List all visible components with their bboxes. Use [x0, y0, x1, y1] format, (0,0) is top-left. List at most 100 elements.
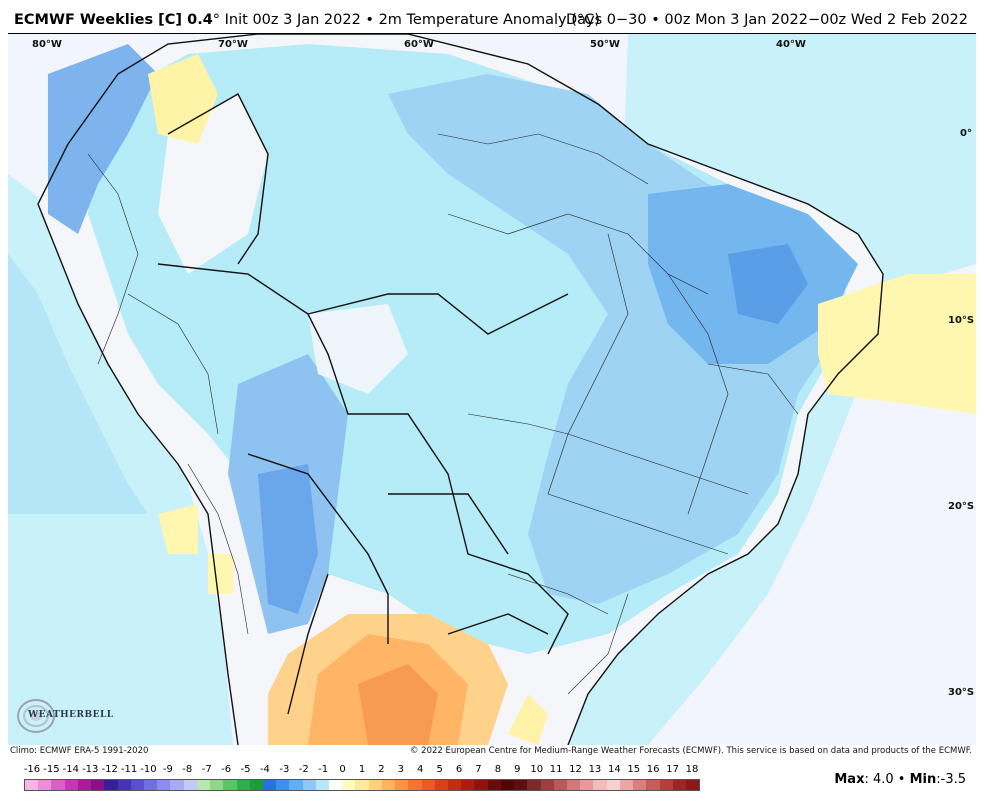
weatherbell-logo-icon	[17, 699, 55, 733]
colorbar-tick-label: 11	[549, 764, 563, 775]
colorbar-swatch	[236, 780, 250, 790]
colorbar-swatch	[408, 780, 422, 790]
warm-anomaly-pacific	[158, 504, 198, 554]
colorbar-swatch	[593, 780, 607, 790]
colorbar-ticks: -16 -15 -14 -13 -12 -11 -10 -9 -8 -7 -6 -5 -4 -3 -2 -1 0…	[24, 764, 700, 778]
colorbar-swatch	[64, 780, 78, 790]
lat-label-10s: 10°S	[948, 315, 974, 326]
header: ECMWF Weeklies [C] 0.4° Init 00z 3 Jan 2…	[0, 0, 984, 34]
header-divider	[8, 33, 976, 34]
colorbar-tick-label: -11	[120, 764, 138, 775]
colorbar-tick-label: 9	[514, 764, 521, 775]
warm-anomaly-chile	[208, 554, 233, 594]
anomaly-map: 80°W 70°W 60°W 50°W 40°W 0° 10°S 20°S 30…	[8, 34, 976, 745]
colorbar-tick-label: -12	[101, 764, 118, 775]
colorbar-swatch	[262, 780, 277, 790]
colorbar-swatch	[461, 780, 475, 790]
colorbar-swatch	[157, 780, 171, 790]
stats-separator: •	[893, 772, 910, 787]
colorbar-swatch	[289, 780, 303, 790]
colorbar-swatch	[487, 780, 501, 790]
colorbar-swatch	[143, 780, 158, 790]
colorbar: -16 -15 -14 -13 -12 -11 -10 -9 -8 -7 -6 -5 -4 -3 -2 -1 0…	[24, 764, 700, 792]
warm-anomaly-atlantic	[818, 274, 976, 414]
colorbar-tick-label: 1	[358, 764, 366, 775]
colorbar-swatch	[302, 780, 316, 790]
min-label: Min	[909, 772, 937, 787]
pacific-anomaly-zone	[8, 174, 233, 745]
colorbar-swatch	[170, 780, 184, 790]
warm-anomaly-uruguay	[508, 694, 548, 745]
colorbar-tick-label: 17	[666, 764, 679, 775]
pacific-anomaly-zone-2	[8, 254, 148, 514]
colorbar-swatch	[672, 780, 686, 790]
colorbar-tick-label: 7	[475, 764, 482, 775]
colorbar-tick-label: 15	[627, 764, 641, 775]
colorbar-tick-label: -13	[82, 764, 99, 775]
colorbar-swatch	[329, 780, 343, 790]
colorbar-tick-label: 18	[685, 764, 699, 775]
colorbar-swatch	[355, 780, 369, 790]
colorbar-swatch	[395, 780, 409, 790]
colorbar-tick-label: 4	[417, 764, 424, 775]
colorbar-tick-label: 10	[530, 764, 544, 775]
colorbar-swatch	[223, 780, 237, 790]
max-label: Max	[834, 772, 865, 787]
colorbar-swatch	[51, 780, 65, 790]
colorbar-tick-label: -3	[279, 764, 290, 775]
climo-note: Climo: ECMWF ERA-5 1991-2020	[10, 746, 149, 756]
colorbar-swatch	[434, 780, 448, 790]
colorbar-swatches	[24, 779, 700, 791]
colorbar-swatch	[606, 780, 620, 790]
colorbar-swatch	[77, 780, 92, 790]
colorbar-tick-label: 13	[588, 764, 602, 775]
colorbar-swatch	[117, 780, 131, 790]
lon-label-70w: 70°W	[218, 39, 248, 50]
colorbar-swatch	[276, 780, 290, 790]
colorbar-tick-label: -9	[162, 764, 173, 775]
warm-anomaly-argentina-core	[358, 664, 438, 745]
colorbar-tick-label: -10	[140, 764, 157, 775]
andes-cold-north	[48, 44, 158, 234]
colorbar-swatch	[421, 780, 435, 790]
colorbar-swatch	[633, 780, 647, 790]
colorbar-tick-label: 8	[494, 764, 502, 775]
colorbar-tick-label: -6	[221, 764, 232, 775]
colorbar-swatch	[342, 780, 356, 790]
lon-label-80w: 80°W	[32, 39, 62, 50]
andes-cold-core	[258, 464, 318, 614]
colorbar-tick-label: 6	[455, 764, 463, 775]
colorbar-tick-label: 16	[646, 764, 660, 775]
neutral-patch	[308, 304, 408, 394]
colorbar-swatch	[474, 780, 488, 790]
colorbar-swatch	[315, 780, 330, 790]
valid-period: Days 0−30 • 00z Mon 3 Jan 2022−00z Wed 2…	[566, 12, 968, 28]
colorbar-tick-label: -16	[23, 764, 41, 775]
colorbar-swatch	[183, 780, 197, 790]
colorbar-tick-label: -5	[240, 764, 251, 775]
colorbar-swatch	[381, 780, 396, 790]
colorbar-tick-label: 5	[436, 764, 443, 775]
lat-label-0: 0°	[960, 128, 972, 139]
colorbar-swatch	[25, 780, 39, 790]
cold-anomaly-core-ne	[728, 244, 808, 324]
min-value: :-3.5	[936, 772, 966, 787]
colorbar-swatch	[448, 780, 462, 790]
state-borders	[87, 133, 799, 695]
colorbar-swatch	[130, 780, 144, 790]
map-title: ECMWF Weeklies [C] 0.4° Init 00z 3 Jan 2…	[14, 12, 600, 28]
colorbar-swatch	[566, 780, 581, 790]
colorbar-swatch	[580, 780, 594, 790]
colorbar-swatch	[368, 780, 382, 790]
colorbar-tick-label: -1	[318, 764, 329, 775]
colorbar-swatch	[249, 780, 263, 790]
title-rest: ° Init 00z 3 Jan 2022 • 2m Temperature A…	[212, 12, 600, 28]
lat-label-20s: 20°S	[948, 501, 974, 512]
map-area[interactable]: 80°W 70°W 60°W 50°W 40°W 0° 10°S 20°S 30…	[8, 34, 976, 745]
max-min-stats: Max: 4.0 • Min:-3.5	[834, 772, 966, 787]
lat-label-30s: 30°S	[948, 687, 974, 698]
colorbar-tick-label: 12	[569, 764, 582, 775]
colorbar-tick-label: 3	[397, 764, 404, 775]
colorbar-tick-label: -7	[201, 764, 212, 775]
colorbar-swatch	[685, 780, 700, 790]
